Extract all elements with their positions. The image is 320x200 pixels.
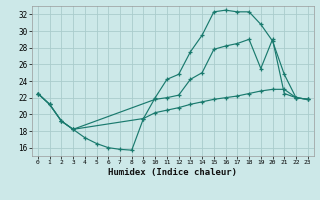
X-axis label: Humidex (Indice chaleur): Humidex (Indice chaleur) xyxy=(108,168,237,177)
